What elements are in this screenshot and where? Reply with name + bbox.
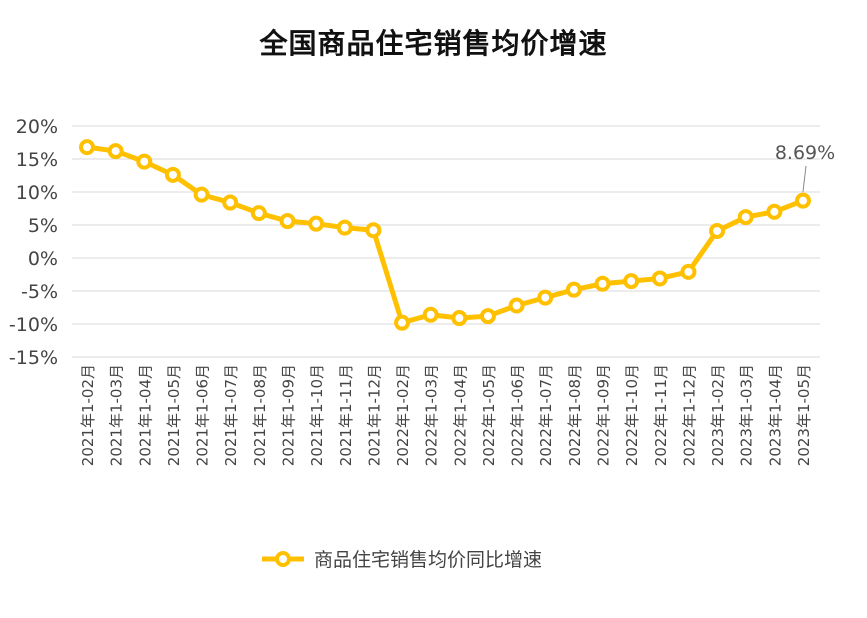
data-point [308,215,325,232]
data-point [164,166,181,183]
x-tick-label: 2021年1-08月 [251,364,269,466]
x-tick-label: 2022年1-03月 [423,364,441,466]
y-tick-label: 0% [28,248,58,270]
series-layer [79,139,811,331]
x-tick-label: 2021年1-02月 [79,364,97,466]
data-point [565,281,582,298]
x-tick-label: 2023年1-05月 [795,364,813,466]
x-tick-label: 2022年1-08月 [566,364,584,466]
data-point [336,219,353,236]
x-tick-label: 2023年1-02月 [709,364,727,466]
data-point [394,314,411,331]
y-tick-label: -10% [9,314,58,336]
x-tick-label: 2021年1-09月 [279,364,297,466]
data-point [795,192,811,209]
data-point [479,308,496,325]
x-tick-label: 2023年1-04月 [766,364,784,466]
x-tick-label: 2022年1-11月 [652,364,670,466]
data-point [651,270,668,287]
legend-marker [275,551,291,567]
data-point [623,273,640,290]
y-tick-label: 10% [16,182,58,204]
x-tick-label: 2022年1-02月 [394,364,412,466]
annotation-layer: 8.69% [775,142,835,192]
chart-title: 全国商品住宅销售均价增速 [259,27,608,60]
x-tick-label: 2021年1-05月 [165,364,183,466]
y-tick-label: -5% [21,281,58,303]
x-tick-label: 2021年1-10月 [308,364,326,466]
data-point [136,153,153,170]
data-point [594,275,611,292]
x-tick-label: 2021年1-06月 [194,364,212,466]
data-point [766,203,783,220]
y-tick-label: 5% [28,215,58,237]
x-tick-label: 2021年1-03月 [108,364,126,466]
data-point [737,209,754,226]
x-tick-label: 2023年1-03月 [738,364,756,466]
annotation-label: 8.69% [775,142,835,164]
data-point [222,194,239,211]
legend-label: 商品住宅销售均价同比增速 [314,549,542,571]
x-tick-label: 2022年1-10月 [623,364,641,466]
x-tick-label: 2022年1-07月 [537,364,555,466]
x-tick-label: 2022年1-04月 [451,364,469,466]
y-tick-label: -15% [9,347,58,369]
legend: 商品住宅销售均价同比增速 [262,549,542,571]
data-point [537,289,554,306]
data-point [680,263,697,280]
x-tick-label: 2021年1-07月 [222,364,240,466]
data-point [508,297,525,314]
x-tick-label: 2022年1-05月 [480,364,498,466]
annotation-leader [802,165,807,192]
x-tick-label: 2021年1-04月 [136,364,154,466]
y-tick-label: 15% [16,149,58,171]
x-tick-label: 2022年1-12月 [680,364,698,466]
series-line [86,144,804,326]
data-point [451,310,468,327]
x-tick-label: 2021年1-11月 [337,364,355,466]
data-point [107,143,124,160]
y-axis-ticks: 20% 15% 10% 5% 0% -5% -10% -15% [9,116,58,369]
data-point [79,139,95,156]
data-point [279,213,296,230]
y-tick-label: 20% [16,116,58,138]
x-axis-ticks: 2021年1-02月 2021年1-03月 2021年1-04月 2021年1-05月… [79,364,813,466]
data-point [250,205,267,222]
data-point [422,306,439,323]
data-point [709,222,726,239]
x-tick-label: 2022年1-06月 [509,364,527,466]
x-tick-label: 2021年1-12月 [365,364,383,466]
data-point [365,222,382,239]
data-point [193,186,210,203]
x-tick-label: 2022年1-09月 [595,364,613,466]
